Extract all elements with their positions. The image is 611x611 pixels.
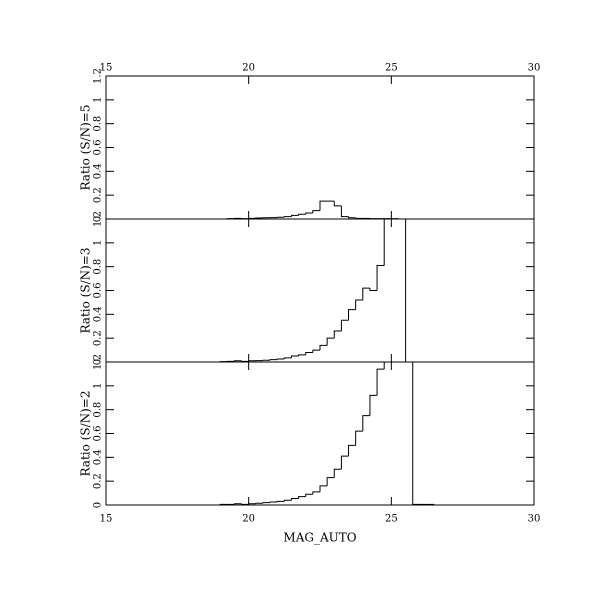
histogram-bar [283, 499, 292, 502]
y-axis-label: Ratio (S/N)=2 [79, 391, 93, 477]
histogram-bar [233, 503, 242, 505]
histogram-bar [312, 491, 320, 495]
y-tick-label: 1.2 [93, 68, 104, 84]
y-tick-label: 0.8 [93, 116, 104, 132]
y-tick-label: 1.2 [93, 211, 104, 227]
histogram-bar [326, 477, 335, 486]
histogram-bar [233, 360, 242, 362]
histogram-bar [355, 430, 363, 446]
histogram-bar [241, 503, 249, 505]
histogram-bar [241, 360, 249, 362]
histogram-bar [362, 415, 370, 432]
y-tick-label: 1 [93, 97, 104, 103]
y-tick-label: 0.4 [93, 163, 104, 179]
histogram-bar [305, 212, 313, 215]
histogram-bar [290, 355, 299, 358]
plot-frame [105, 218, 535, 363]
histogram-bar [276, 358, 285, 360]
histogram-bar [355, 217, 363, 219]
histogram-bar [348, 444, 356, 457]
histogram-bar [376, 368, 385, 396]
y-tick-label: 1.2 [93, 354, 104, 370]
histogram-bar [276, 500, 285, 503]
histogram-bar [376, 264, 385, 291]
histogram-bar [369, 288, 378, 291]
histogram-bar [355, 299, 363, 310]
histogram-bar [348, 309, 356, 321]
histogram-bar [219, 503, 228, 505]
x-axis-label: MAG_AUTO [283, 531, 356, 545]
plot-frame [105, 361, 535, 506]
y-tick-label: 0 [93, 216, 104, 222]
histogram-bar [340, 319, 349, 332]
x-tick-label: 15 [100, 63, 113, 74]
plot-frame [105, 75, 535, 220]
y-tick-label: 0.4 [93, 306, 104, 322]
histogram-bar [248, 360, 256, 362]
histogram-bar [305, 493, 313, 497]
histogram-bar [290, 214, 299, 217]
y-tick-label: 1 [93, 240, 104, 246]
histogram-bar [405, 219, 413, 363]
y-tick-label: 0.2 [93, 187, 104, 203]
y-tick-label: 0 [93, 359, 104, 365]
histogram-bar [383, 361, 392, 370]
y-tick-label: 0.8 [93, 259, 104, 275]
histogram-bar [283, 216, 292, 218]
histogram-bar [369, 394, 378, 416]
y-tick-label: 0.8 [93, 402, 104, 418]
x-tick-label: 30 [528, 63, 541, 74]
histogram-bar [333, 330, 342, 339]
histogram-bar [283, 357, 292, 360]
histogram-bar [412, 362, 420, 505]
x-tick-label: 20 [242, 63, 255, 74]
histogram-bar [326, 337, 335, 346]
y-tick-label: 0.4 [93, 449, 104, 465]
histogram-bar [319, 485, 328, 492]
histogram-bar [383, 218, 392, 266]
y-axis-label: Ratio (S/N)=5 [79, 105, 93, 191]
y-tick-label: 0.6 [93, 140, 104, 156]
x-tick-label: 15 [100, 514, 113, 525]
y-tick-label: 1 [93, 383, 104, 389]
x-tick-label: 25 [385, 63, 398, 74]
y-axis-label: Ratio (S/N)=3 [79, 248, 93, 334]
histogram-bar [262, 502, 271, 504]
histogram-bar [348, 216, 356, 219]
histogram-bar [362, 287, 370, 301]
histogram-bar [312, 210, 320, 214]
histogram-bar [340, 205, 349, 218]
x-tick-label: 25 [385, 514, 398, 525]
histogram-bar [319, 200, 328, 211]
histogram-bar [433, 504, 442, 506]
histogram-bar [312, 349, 320, 353]
histogram-bar [305, 351, 313, 355]
y-tick-label: 0.6 [93, 283, 104, 299]
histogram-bar [290, 497, 299, 501]
histogram-bar [333, 201, 342, 207]
histogram-bar [255, 502, 263, 504]
histogram-bar [248, 503, 256, 505]
y-tick-label: 0.2 [93, 330, 104, 346]
y-tick-label: 0.2 [93, 473, 104, 489]
y-tick-label: 0.6 [93, 426, 104, 442]
histogram-bar [298, 354, 306, 357]
histogram-bar [319, 344, 328, 351]
histogram-bar [333, 468, 342, 478]
y-tick-label: 0 [93, 502, 104, 508]
histogram-bar [269, 359, 278, 361]
histogram-bar [340, 455, 349, 470]
histogram-bar [269, 501, 278, 503]
histogram-bar [298, 496, 306, 499]
x-tick-label: 20 [242, 514, 255, 525]
histogram-bar [298, 213, 306, 216]
x-tick-label: 30 [528, 514, 541, 525]
